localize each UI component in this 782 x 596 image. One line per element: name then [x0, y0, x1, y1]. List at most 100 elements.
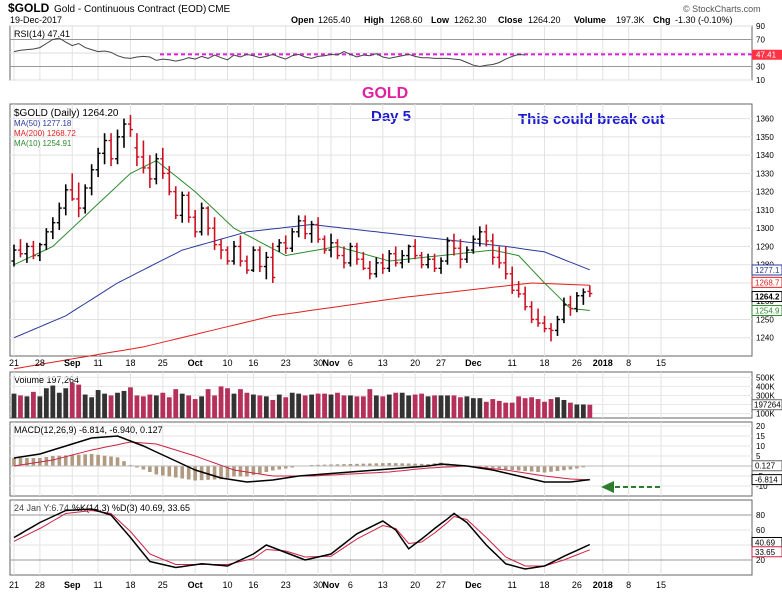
macd-histogram-bar	[109, 456, 113, 467]
volume-bar	[153, 395, 159, 418]
volume-bar	[373, 395, 379, 418]
x-tick-label: 18	[540, 358, 550, 368]
price-bar	[470, 235, 476, 254]
macd-histogram-bar	[335, 464, 340, 467]
price-tag	[751, 291, 782, 303]
volume-bar	[121, 390, 127, 418]
macd-histogram-bar	[271, 466, 275, 471]
high-value: 1268.60	[390, 15, 423, 25]
price-bar	[354, 242, 360, 265]
volume-bar	[322, 393, 327, 418]
x-tick-label: 15	[656, 358, 666, 368]
price-bar	[554, 315, 560, 336]
x-tick-label: 2018	[593, 358, 613, 368]
price-bar	[315, 217, 321, 243]
volume-bar	[548, 399, 554, 418]
price-bar	[567, 295, 573, 316]
x-tick-label: 10	[223, 358, 233, 368]
macd-histogram-bar	[193, 466, 197, 481]
x-tick-label: 20	[410, 580, 420, 590]
price-panel-frame	[9, 103, 753, 357]
macd-histogram-bar	[529, 466, 534, 472]
volume-bar	[128, 387, 133, 418]
price-bar	[380, 253, 386, 274]
volume-bar	[218, 386, 224, 418]
x-tick-label: 18	[125, 580, 135, 590]
price-bar	[140, 140, 146, 174]
macd-histogram-bar	[83, 454, 87, 467]
macd-histogram-bar	[76, 454, 81, 467]
volume-title: Volume 197,264	[14, 375, 79, 385]
volume-tag	[751, 399, 782, 411]
x-tick-label: 6	[348, 580, 353, 590]
price-tick-label: 1330	[756, 169, 774, 178]
volume-bar	[561, 399, 567, 418]
macd-tick-label: 10	[756, 442, 765, 451]
macd-histogram-bar	[400, 463, 404, 467]
volume-bar	[477, 398, 483, 418]
macd-histogram-bar	[562, 466, 566, 471]
price-bar	[432, 253, 438, 272]
volume-bar	[37, 396, 43, 418]
volume-value: 197.3K	[616, 15, 645, 25]
price-bar	[270, 242, 276, 283]
volume-bar	[509, 402, 515, 418]
price-bar	[309, 220, 315, 243]
price-bar	[63, 184, 69, 216]
price-bar	[477, 226, 483, 247]
volume-bar	[257, 395, 263, 418]
macd-histogram-bar	[342, 464, 346, 467]
volume-bar	[270, 399, 276, 418]
price-bar	[95, 147, 101, 178]
price-bar	[134, 133, 140, 167]
x-tick-label: 18	[540, 580, 550, 590]
price-bar	[192, 209, 198, 238]
price-bar	[587, 285, 593, 298]
chart-date: 19-Dec-2017	[10, 15, 62, 25]
macd-panel-frame	[9, 421, 753, 497]
x-tick-label: 26	[572, 358, 582, 368]
price-bar	[30, 240, 36, 260]
price-bar	[457, 239, 463, 269]
macd-histogram-bar	[510, 466, 514, 470]
price-bar	[160, 147, 166, 179]
volume-bar	[76, 384, 82, 418]
volume-bar	[302, 395, 308, 418]
macd-histogram-bar	[290, 466, 295, 468]
macd-histogram-bar	[536, 466, 540, 472]
ma200-line	[13, 282, 590, 370]
ma10-line	[13, 160, 590, 311]
stochastic-tick-label: 20	[756, 556, 765, 565]
volume-bar	[399, 392, 405, 418]
volume-bar	[11, 393, 17, 418]
volume-bar	[231, 393, 237, 418]
volume-bar	[341, 395, 347, 418]
macd-histogram-bar	[277, 466, 282, 470]
rsi-panel: RSI(14) 47.41 907050301047.41	[10, 22, 782, 85]
volume-bar	[296, 393, 302, 418]
volume-bar	[503, 402, 509, 418]
macd-arrow	[601, 481, 660, 493]
volume-bar	[244, 392, 250, 418]
price-bar	[425, 253, 431, 269]
macd-histogram-bar	[264, 466, 269, 472]
stochastic-prefix: 24 Jan Y:6.74	[14, 503, 69, 513]
macd-histogram-bar	[51, 456, 55, 467]
x-tick-label: 11	[93, 358, 102, 368]
price-bar	[412, 239, 418, 260]
volume-bar	[568, 402, 573, 418]
macd-histogram-bar	[380, 463, 385, 467]
price-bar	[529, 301, 535, 324]
chg-label: Chg	[653, 15, 671, 25]
volume-bar	[18, 395, 23, 418]
stochastic-title: %K(14,3) %D(3) 40.69, 33.65	[72, 503, 190, 513]
x-tick-label: 8	[626, 580, 631, 590]
macd-histogram-bar	[12, 458, 16, 467]
price-bar	[490, 233, 496, 265]
volume-bar	[115, 392, 120, 418]
x-tick-label: 21	[9, 580, 19, 590]
macd-histogram-bar	[225, 466, 230, 478]
macd-histogram-bar	[135, 466, 139, 468]
volume-bar	[108, 395, 114, 418]
volume-bar	[360, 396, 366, 418]
